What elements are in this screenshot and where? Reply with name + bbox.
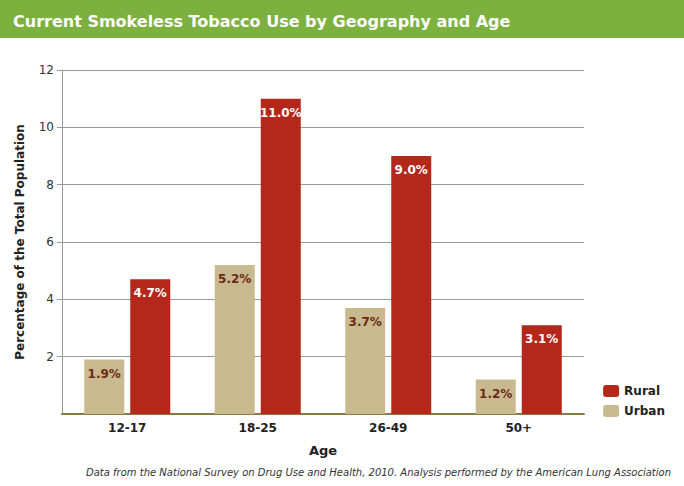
- svg-text:6: 6: [46, 235, 54, 249]
- svg-text:10: 10: [39, 120, 54, 134]
- svg-text:3.1%: 3.1%: [525, 332, 558, 346]
- svg-text:12-17: 12-17: [108, 421, 146, 435]
- svg-text:Current Smokeless Tobacco Use: Current Smokeless Tobacco Use by Geograp…: [13, 12, 511, 31]
- svg-text:1.9%: 1.9%: [88, 367, 121, 381]
- svg-text:5.2%: 5.2%: [218, 272, 251, 286]
- svg-text:26-49: 26-49: [369, 421, 407, 435]
- svg-text:2: 2: [46, 350, 54, 364]
- svg-text:9.0%: 9.0%: [395, 163, 428, 177]
- svg-text:Age: Age: [309, 443, 337, 458]
- svg-text:Rural: Rural: [624, 384, 660, 398]
- svg-text:8: 8: [46, 178, 54, 192]
- svg-text:Data from the National Survey: Data from the National Survey on Drug Us…: [86, 467, 671, 478]
- svg-text:11.0%: 11.0%: [260, 106, 302, 120]
- svg-text:Percentage of the Total Popula: Percentage of the Total Population: [13, 124, 27, 360]
- svg-text:50+: 50+: [505, 421, 532, 435]
- svg-text:18-25: 18-25: [239, 421, 277, 435]
- svg-text:1.2%: 1.2%: [479, 387, 512, 401]
- svg-text:3.7%: 3.7%: [349, 315, 382, 329]
- svg-text:12: 12: [39, 63, 54, 77]
- svg-text:4.7%: 4.7%: [134, 286, 167, 300]
- svg-text:Urban: Urban: [624, 404, 665, 418]
- svg-text:4: 4: [46, 292, 54, 306]
